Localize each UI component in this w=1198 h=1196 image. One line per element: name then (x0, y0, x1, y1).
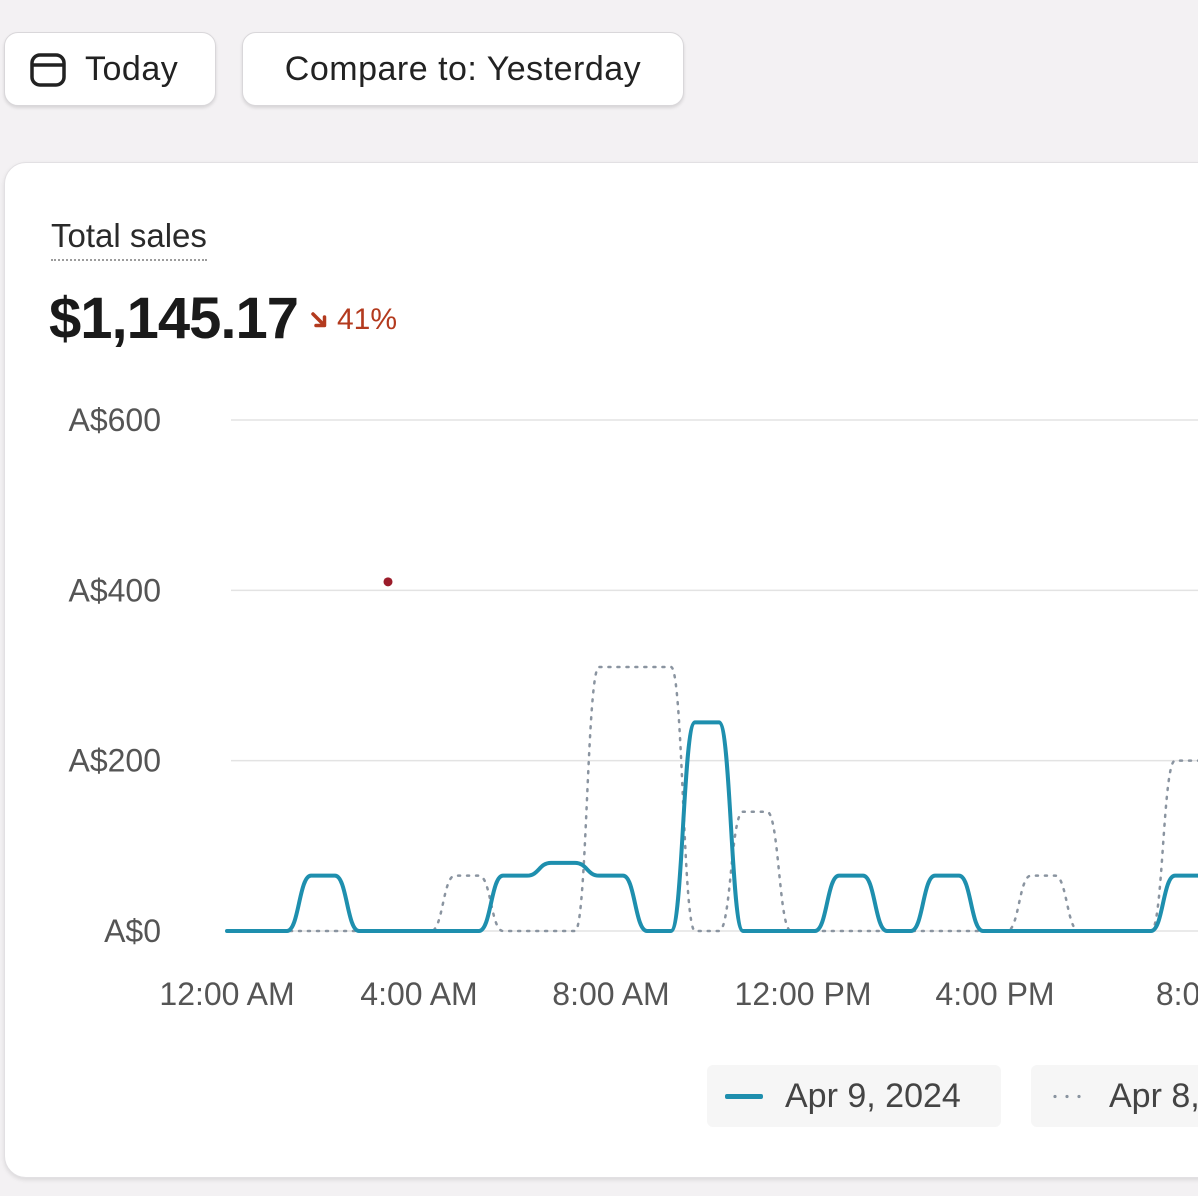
date-toolbar: Today Compare to: Yesterday (4, 32, 684, 106)
chart-marker (383, 577, 393, 587)
metric-change: 41% (309, 303, 397, 337)
series-line-comparison (225, 665, 1198, 933)
sales-line-chart: A$0 A$200 A$400 A$600 12:00 AM 4:00 AM 8:00 AM… (68, 402, 1198, 1012)
metric-value: $1,145.17 (49, 286, 299, 351)
x-tick-label: 12:00 AM (159, 976, 294, 1012)
legend-item-comparison[interactable]: Apr 8, (1031, 1065, 1198, 1127)
y-tick-label: A$600 (68, 402, 161, 438)
compare-button[interactable]: Compare to: Yesterday (242, 32, 684, 106)
legend-label-current: Apr 9, 2024 (785, 1076, 961, 1115)
arrow-down-right-icon (311, 312, 327, 328)
legend-swatch-comparison (1049, 1093, 1087, 1099)
x-tick-label: 4:00 PM (935, 976, 1054, 1012)
total-sales-card: Total sales $1,145.17 41% A$0 A$200 A$400 A… (4, 162, 1198, 1178)
y-tick-label: A$200 (68, 743, 161, 779)
compare-label: Compare to: Yesterday (284, 49, 642, 88)
date-range-button[interactable]: Today (4, 32, 216, 106)
series-line-current (225, 720, 1198, 933)
metric-title[interactable]: Total sales (51, 217, 207, 261)
x-tick-label: 4:00 AM (360, 976, 477, 1012)
x-tick-label: 8:00 (1156, 976, 1198, 1012)
y-tick-label: A$400 (68, 572, 161, 608)
x-tick-label: 8:00 AM (552, 976, 669, 1012)
calendar-icon (30, 53, 66, 87)
y-tick-label: A$0 (104, 913, 161, 949)
legend-swatch-current (725, 1093, 763, 1099)
legend-item-current[interactable]: Apr 9, 2024 (707, 1065, 1001, 1127)
date-range-label: Today (85, 49, 179, 88)
metric-change-value: 41% (337, 303, 398, 336)
legend-label-comparison: Apr 8, (1109, 1076, 1198, 1115)
x-tick-label: 12:00 PM (735, 976, 872, 1012)
